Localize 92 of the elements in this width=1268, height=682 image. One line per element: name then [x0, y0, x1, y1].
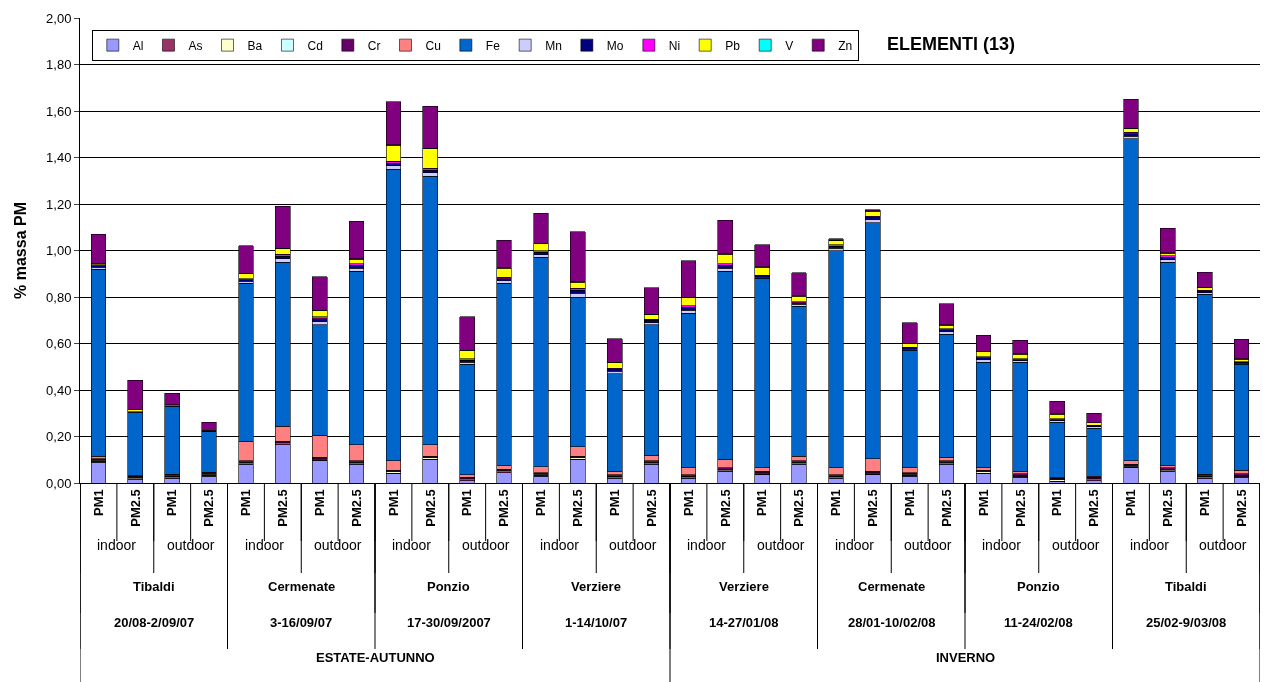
x-tick-label: PM1 [238, 489, 254, 516]
x-tick-label: PM2.5 [791, 489, 807, 527]
text: indoor [245, 537, 285, 553]
text: outdoor [757, 537, 805, 553]
x-tick-label: PM2.5 [496, 489, 512, 527]
y-tick-label: 1,60 [46, 103, 72, 119]
text: indoor [97, 537, 137, 553]
legend-label: Pb [725, 38, 741, 53]
text: indoor [835, 537, 875, 553]
legend-label: Mn [545, 38, 562, 53]
x-tick-label: PM2.5 [201, 489, 217, 527]
legend-label: Cd [307, 38, 323, 53]
text: 1-14/10/07 [565, 615, 628, 630]
y-tick-label: 1,80 [46, 57, 72, 73]
text: Cermenate [268, 579, 336, 594]
text: INVERNO [936, 650, 996, 665]
text: outdoor [904, 537, 952, 553]
x-tick-label: PM1 [975, 489, 991, 516]
text: 14-27/01/08 [709, 615, 779, 630]
x-tick-label: PM2.5 [422, 489, 438, 527]
x-tick-label: PM1 [1196, 489, 1212, 516]
y-tick-label: 0,00 [46, 475, 72, 491]
legend-label: Fe [485, 38, 501, 53]
text: outdoor [462, 537, 510, 553]
text: 25/02-9/03/08 [1146, 615, 1227, 630]
text: ESTATE-AUTUNNO [316, 650, 435, 665]
text: outdoor [609, 537, 657, 553]
y-tick-label: 0,40 [46, 382, 72, 398]
text: Tibaldi [1165, 579, 1207, 594]
legend-label: V [785, 38, 794, 53]
x-tick-label: PM2.5 [275, 489, 291, 527]
x-tick-label: PM2.5 [1012, 489, 1028, 527]
text: Verziere [719, 579, 769, 594]
x-tick-label: PM1 [459, 489, 475, 516]
x-tick-label: PM2.5 [1233, 489, 1249, 527]
y-tick-label: 1,00 [46, 243, 72, 259]
y-tick-label: 0,80 [46, 289, 72, 305]
y-tick-label: 0,60 [46, 336, 72, 352]
x-tick-label: PM1 [533, 489, 549, 516]
text: Tibaldi [133, 579, 175, 594]
legend-label: Cr [367, 38, 381, 53]
text: ELEMENTI (13) [886, 34, 1016, 55]
x-tick-label: PM1 [1049, 489, 1065, 516]
x-tick-label: PM1 [164, 489, 180, 516]
legend-label: Al [132, 38, 144, 53]
text: Ponzio [427, 579, 470, 594]
text: indoor [392, 537, 432, 553]
x-tick-label: PM2.5 [348, 489, 364, 527]
x-tick-label: PM2.5 [1160, 489, 1176, 527]
x-tick-label: PM1 [901, 489, 917, 516]
text: indoor [540, 537, 580, 553]
y-axis-title: % massa PM [11, 202, 29, 299]
x-tick-label: PM1 [828, 489, 844, 516]
y-tick-label: 1,40 [46, 150, 72, 166]
text: outdoor [1052, 537, 1100, 553]
y-tick-label: 1,20 [46, 196, 72, 212]
legend-label: Mo [606, 38, 624, 53]
legend-label: Ni [668, 38, 681, 53]
legend-label: Zn [838, 38, 853, 53]
x-tick-label: PM2.5 [717, 489, 733, 527]
legend-label: Cu [425, 38, 441, 53]
x-tick-label: PM2.5 [127, 489, 143, 527]
x-tick-label: PM2.5 [865, 489, 881, 527]
x-tick-label: PM1 [680, 489, 696, 516]
text: 11-24/02/08 [1004, 615, 1073, 630]
x-tick-label: PM1 [90, 489, 106, 516]
text: 28/01-10/02/08 [848, 615, 936, 630]
y-tick-label: 2,00 [46, 10, 72, 26]
x-tick-label: PM1 [311, 489, 327, 516]
text: Cermenate [858, 579, 926, 594]
x-tick-label: PM2.5 [938, 489, 954, 527]
text: 20/08-2/09/07 [114, 615, 195, 630]
text: outdoor [1199, 537, 1247, 553]
x-tick-label: PM2.5 [570, 489, 586, 527]
x-tick-label: PM2.5 [643, 489, 659, 527]
x-tick-label: PM1 [606, 489, 622, 516]
text: Ponzio [1017, 579, 1060, 594]
x-tick-label: PM1 [754, 489, 770, 516]
text: indoor [687, 537, 727, 553]
text: Verziere [571, 579, 621, 594]
x-tick-label: PM1 [1123, 489, 1139, 516]
text: indoor [982, 537, 1022, 553]
text: 3-16/09/07 [270, 615, 333, 630]
legend-label: As [188, 38, 203, 53]
text: outdoor [167, 537, 215, 553]
y-tick-label: 0,20 [46, 429, 72, 445]
text: outdoor [314, 537, 362, 553]
x-tick-label: PM1 [385, 489, 401, 516]
text: 17-30/09/2007 [407, 615, 491, 630]
text: indoor [1130, 537, 1170, 553]
legend-label: Ba [247, 38, 263, 53]
x-tick-label: PM2.5 [1086, 489, 1102, 527]
